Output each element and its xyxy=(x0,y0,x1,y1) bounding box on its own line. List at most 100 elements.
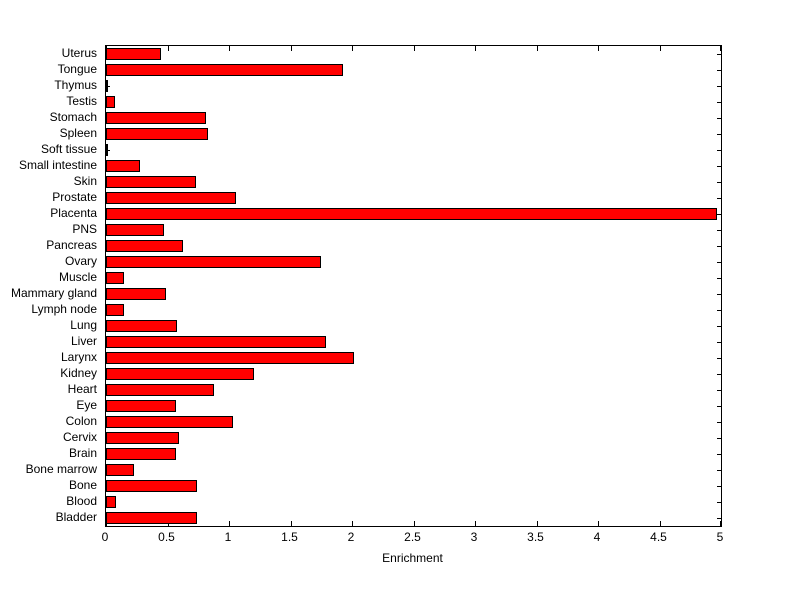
x-tick-label: 2 xyxy=(347,530,355,544)
x-tick-label: 0.5 xyxy=(158,530,175,544)
y-tick-mark xyxy=(717,246,721,247)
y-tick-label-bone-marrow: Bone marrow xyxy=(25,462,97,476)
y-tick-label-ovary: Ovary xyxy=(64,254,97,268)
y-tick-label-pns: PNS xyxy=(72,222,97,236)
x-tick-label: 3.5 xyxy=(527,530,544,544)
bar-bone-marrow xyxy=(106,464,135,476)
x-tick-mark xyxy=(167,46,169,51)
bar-mammary-gland xyxy=(106,288,167,300)
y-tick-label-muscle: Muscle xyxy=(58,270,97,284)
bar-bone xyxy=(106,480,198,492)
y-tick-mark xyxy=(717,86,721,87)
bar-kidney xyxy=(106,368,254,380)
y-tick-label-uterus: Uterus xyxy=(61,46,97,60)
x-tick-mark xyxy=(413,521,415,526)
x-tick-label: 4 xyxy=(593,530,601,544)
x-tick-mark xyxy=(659,521,661,526)
x-tick-label: 1.5 xyxy=(281,530,298,544)
x-tick-mark xyxy=(475,521,476,526)
bar-ovary xyxy=(106,256,322,268)
y-tick-label-blood: Blood xyxy=(66,494,97,508)
x-tick-mark xyxy=(352,521,353,526)
y-tick-mark xyxy=(717,438,721,439)
plot-area xyxy=(105,45,722,527)
y-tick-mark xyxy=(717,70,721,71)
y-tick-label-testis: Testis xyxy=(66,94,97,108)
y-tick-mark xyxy=(717,310,721,311)
x-tick-label: 0 xyxy=(101,530,109,544)
x-tick-mark xyxy=(536,521,538,526)
y-tick-mark xyxy=(717,102,721,103)
y-tick-mark xyxy=(717,342,721,343)
bar-blood xyxy=(106,496,116,508)
bar-soft-tissue xyxy=(106,144,109,156)
y-tick-label-cervix: Cervix xyxy=(62,430,97,444)
y-tick-mark xyxy=(717,54,721,55)
y-tick-mark xyxy=(717,230,721,231)
y-tick-label-lymph-node: Lymph node xyxy=(31,302,97,316)
y-tick-mark xyxy=(717,390,721,391)
x-tick-label: 1 xyxy=(224,530,232,544)
y-tick-label-prostate: Prostate xyxy=(52,190,97,204)
x-tick-mark xyxy=(720,521,721,526)
x-tick-label: 3 xyxy=(470,530,478,544)
y-tick-mark xyxy=(717,406,721,407)
y-tick-label-bladder: Bladder xyxy=(55,510,97,524)
y-tick-mark xyxy=(717,118,721,119)
bar-bladder xyxy=(106,512,198,524)
x-tick-mark xyxy=(598,521,599,526)
y-tick-mark xyxy=(717,262,721,263)
y-tick-mark xyxy=(717,150,721,151)
x-axis-tick-labels: 0 0.5 1 1.5 2 2.5 3 3.5 4 4.5 5 xyxy=(101,530,724,547)
x-axis-title: Enrichment xyxy=(382,551,443,565)
y-tick-label-brain: Brain xyxy=(68,446,97,460)
x-tick-label: 5 xyxy=(716,530,724,544)
y-tick-mark xyxy=(717,518,721,519)
y-tick-mark xyxy=(717,294,721,295)
bar-small-intestine xyxy=(106,160,141,172)
bar-brain xyxy=(106,448,177,460)
y-tick-label-mammary-gland: Mammary gland xyxy=(10,286,97,300)
bar-lung xyxy=(106,320,178,332)
y-tick-label-thymus: Thymus xyxy=(54,78,97,92)
bar-colon xyxy=(106,416,233,428)
x-tick-mark xyxy=(598,46,599,51)
y-axis-tick-labels: Uterus Tongue Thymus Testis Stomach Spleen Sof… xyxy=(0,45,101,525)
y-tick-label-placenta: Placenta xyxy=(50,206,97,220)
y-tick-label-heart: Heart xyxy=(67,382,97,396)
x-tick-mark xyxy=(536,46,538,51)
x-tick-mark xyxy=(290,46,292,51)
x-tick-label: 2.5 xyxy=(404,530,421,544)
bar-spleen xyxy=(106,128,209,140)
bar-pns xyxy=(106,224,164,236)
bar-lymph-node xyxy=(106,304,125,316)
y-tick-label-pancreas: Pancreas xyxy=(46,238,97,252)
y-tick-mark xyxy=(717,134,721,135)
y-tick-mark xyxy=(717,486,721,487)
x-tick-mark xyxy=(290,521,292,526)
y-tick-mark xyxy=(717,182,721,183)
y-tick-label-larynx: Larynx xyxy=(60,350,97,364)
y-tick-mark xyxy=(717,502,721,503)
y-tick-label-small-intestine: Small intestine xyxy=(18,158,97,172)
bar-tongue xyxy=(106,64,344,76)
bar-heart xyxy=(106,384,215,396)
y-tick-label-liver: Liver xyxy=(70,334,97,348)
x-tick-mark xyxy=(229,521,230,526)
bar-cervix xyxy=(106,432,179,444)
bar-testis xyxy=(106,96,115,108)
x-tick-mark xyxy=(413,46,415,51)
bar-pancreas xyxy=(106,240,184,252)
y-tick-label-eye: Eye xyxy=(76,398,97,412)
bar-uterus xyxy=(106,48,162,60)
y-tick-label-bone: Bone xyxy=(68,478,97,492)
y-tick-mark xyxy=(717,358,721,359)
bar-skin xyxy=(106,176,196,188)
bar-eye xyxy=(106,400,177,412)
y-tick-label-tongue: Tongue xyxy=(57,62,97,76)
bar-liver xyxy=(106,336,327,348)
y-tick-label-kidney: Kidney xyxy=(60,366,97,380)
y-tick-label-stomach: Stomach xyxy=(49,110,97,124)
y-tick-mark xyxy=(717,374,721,375)
